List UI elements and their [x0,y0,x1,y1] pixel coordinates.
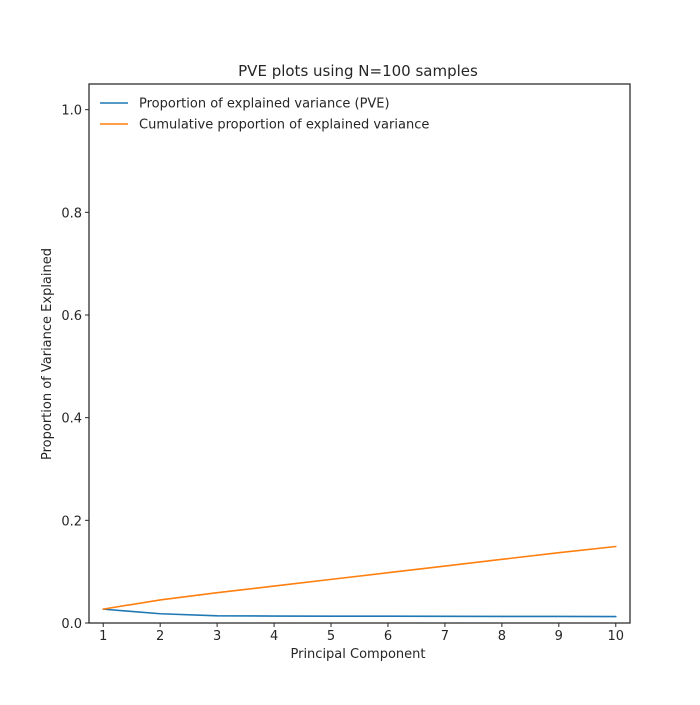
series-line-0 [102,608,617,618]
x-tick-label: 2 [156,629,164,644]
plot-frame [88,83,631,624]
x-tick-label: 3 [213,629,221,644]
x-tick-label: 8 [498,629,506,644]
y-tick-label: 0.0 [61,617,82,632]
x-tick-label: 9 [555,629,563,644]
x-tick-label: 4 [270,629,278,644]
y-tick-label: 0.2 [61,514,82,529]
legend-label-1: Cumulative proportion of explained varia… [139,118,429,133]
x-tick-label: 1 [99,629,107,644]
x-tick-label: 7 [441,629,449,644]
legend-label-0: Proportion of explained variance (PVE) [139,97,390,112]
y-tick-label: 0.8 [61,206,82,221]
y-tick-label: 1.0 [61,104,82,119]
y-axis-label: Proportion of Variance Explained [40,248,55,460]
x-tick-label: 5 [327,629,335,644]
x-tick-label: 10 [607,629,624,644]
plot-area [102,545,617,618]
chart-title: PVE plots using N=100 samples [238,62,478,80]
y-tick-label: 0.6 [61,309,82,324]
y-tick-label: 0.4 [61,412,82,427]
legend: Proportion of explained variance (PVE) Cu… [100,97,429,133]
x-tick-label: 6 [384,629,392,644]
x-axis-label: Principal Component [290,647,425,662]
axis-ticks: 1 2 3 4 5 6 7 8 9 10 0.0 0.2 0.4 0.6 0.8 1.0 [61,104,624,644]
series-line-1 [102,545,617,610]
